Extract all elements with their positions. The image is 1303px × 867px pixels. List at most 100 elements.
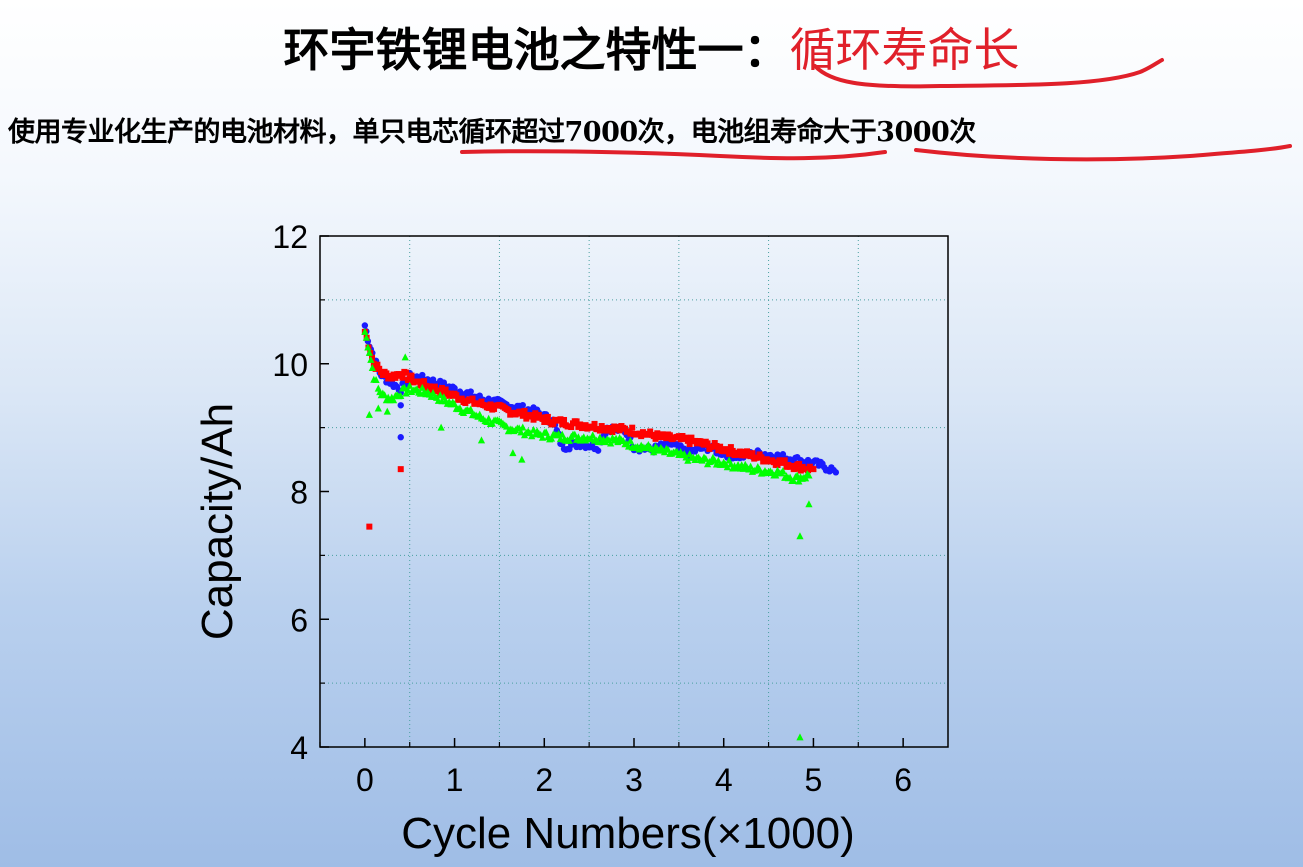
data-point-red xyxy=(598,423,605,430)
data-point-red xyxy=(609,429,616,436)
data-point-red xyxy=(453,392,460,399)
data-point-blue xyxy=(467,388,474,395)
data-point-red xyxy=(408,372,415,379)
data-point-red xyxy=(675,433,682,440)
data-point-red xyxy=(439,384,446,391)
data-point-red xyxy=(709,443,716,450)
data-point-red xyxy=(805,467,812,474)
data-point-red xyxy=(369,354,376,361)
data-point-red xyxy=(652,435,659,442)
data-point-green xyxy=(517,428,525,436)
data-point-green xyxy=(436,391,444,399)
data-point-green xyxy=(801,474,810,482)
data-point-red xyxy=(758,454,765,461)
x-tick-label: 4 xyxy=(715,762,733,798)
subtitle-part2: 单只电芯循环超过7000次 xyxy=(352,117,665,148)
data-point-green xyxy=(485,414,493,422)
data-point-red xyxy=(740,448,747,455)
data-point-blue xyxy=(361,322,369,329)
data-point-red xyxy=(458,395,465,402)
y-tick-label: 4 xyxy=(290,730,308,766)
data-point-red xyxy=(726,450,733,457)
subtitle-part4: 电池组寿命大于3000次 xyxy=(690,117,977,148)
data-point-green xyxy=(361,327,369,335)
x-tick-label: 0 xyxy=(356,762,374,798)
data-point-red xyxy=(491,405,498,412)
data-point-red xyxy=(573,418,580,425)
data-point-red xyxy=(379,371,386,378)
data-point-red xyxy=(557,416,564,423)
data-point-red xyxy=(577,421,584,428)
x-tick-label: 3 xyxy=(625,762,643,798)
data-point-green xyxy=(702,454,710,462)
data-point-red xyxy=(629,424,636,431)
data-point-red xyxy=(415,378,422,385)
data-point-blue xyxy=(832,469,840,476)
data-point-red xyxy=(582,422,589,429)
data-point-red xyxy=(519,412,526,419)
data-point-red xyxy=(568,424,575,431)
data-point-red xyxy=(399,374,406,381)
data-point-red xyxy=(431,383,438,390)
data-point-red xyxy=(638,433,645,440)
data-point-red xyxy=(754,454,761,461)
data-point-green xyxy=(589,431,597,439)
data-point-green xyxy=(779,467,787,475)
data-point-red xyxy=(421,378,428,385)
title-main: 环宇铁锂电池之特性一： xyxy=(283,23,790,77)
data-point-red xyxy=(796,460,803,467)
data-point-red xyxy=(647,428,654,435)
data-point-red xyxy=(684,437,691,444)
data-point-green xyxy=(467,405,475,413)
data-point-red xyxy=(550,420,557,427)
data-point-red xyxy=(478,398,485,405)
data-point-red xyxy=(376,365,383,372)
data-point-red xyxy=(781,457,788,464)
data-point-red xyxy=(485,404,492,411)
data-point-green xyxy=(437,423,445,431)
data-point-red xyxy=(561,416,568,423)
data-point-red xyxy=(544,413,551,420)
data-point-red xyxy=(688,434,695,441)
data-point-red xyxy=(596,427,603,434)
data-point-green xyxy=(547,434,556,442)
data-point-green xyxy=(684,456,692,464)
data-point-red xyxy=(792,465,799,472)
data-point-green xyxy=(795,477,803,485)
data-point-blue xyxy=(519,401,526,409)
data-point-red xyxy=(589,424,596,431)
data-point-red xyxy=(442,386,449,393)
data-point-red xyxy=(810,466,817,473)
data-point-red xyxy=(736,448,743,455)
data-point-red xyxy=(666,432,673,439)
data-point-red xyxy=(717,443,724,450)
data-point-green xyxy=(805,500,813,508)
data-point-green xyxy=(614,438,622,446)
data-point-green xyxy=(519,423,527,431)
data-point-red xyxy=(532,410,539,417)
x-tick-label: 5 xyxy=(805,762,823,798)
data-point-blue xyxy=(779,451,787,458)
data-point-green xyxy=(518,455,526,463)
data-point-green xyxy=(635,445,643,453)
data-point-red xyxy=(677,436,684,443)
data-point-green xyxy=(805,471,813,479)
data-point-red xyxy=(683,434,690,441)
data-point-green xyxy=(362,333,370,341)
data-point-red xyxy=(374,361,381,368)
data-point-red xyxy=(614,424,621,431)
data-point-green xyxy=(790,476,798,484)
data-point-red xyxy=(388,375,395,382)
data-point-green xyxy=(368,363,376,371)
y-tick-label: 6 xyxy=(290,602,308,638)
data-point-green xyxy=(571,430,579,438)
data-point-red xyxy=(370,360,377,367)
data-point-red xyxy=(774,462,781,469)
data-point-red xyxy=(729,447,736,454)
data-point-green xyxy=(367,355,375,363)
data-points xyxy=(361,322,840,741)
grid-lines xyxy=(320,236,948,747)
y-tick-label: 12 xyxy=(272,219,308,255)
plot-frame xyxy=(319,235,949,748)
